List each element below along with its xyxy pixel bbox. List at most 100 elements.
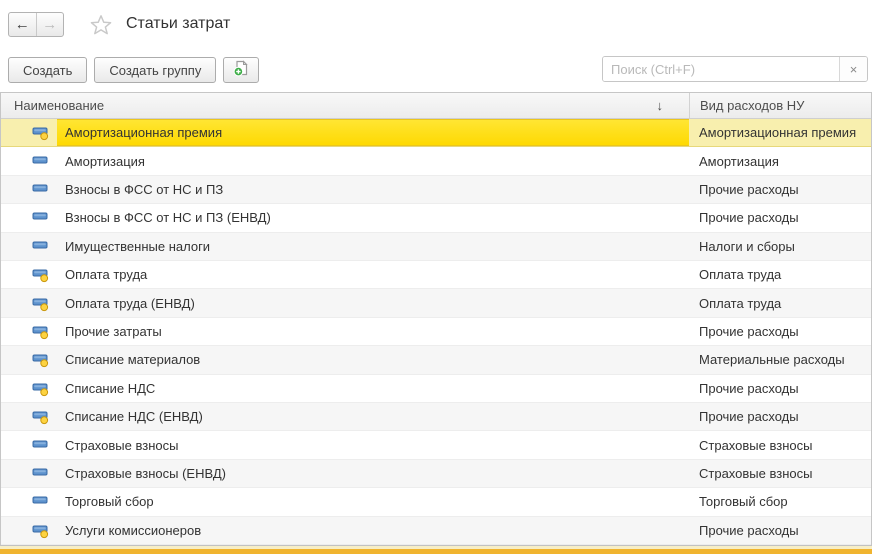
item-expense-type[interactable]: Материальные расходы — [699, 352, 845, 368]
item-icon-cell — [1, 233, 57, 260]
table-row[interactable]: Имущественные налоги Налоги и сборы — [1, 232, 871, 262]
predefined-dot — [40, 132, 49, 141]
item-icon-cell — [1, 346, 57, 373]
item-name[interactable]: Страховые взносы (ЕНВД) — [65, 466, 226, 482]
table-row[interactable]: Списание НДС (ЕНВД) Прочие расходы — [1, 403, 871, 432]
create-by-copy-button[interactable] — [223, 57, 260, 83]
item-name[interactable]: Услуги комиссионеров — [65, 522, 202, 538]
item-name[interactable]: Имущественные налоги — [65, 238, 211, 254]
item-name[interactable]: Взносы в ФСС от НС и ПЗ — [65, 182, 224, 198]
navigation-bar: ← → Статьи затрат — [8, 10, 230, 38]
search-clear-button[interactable]: × — [839, 57, 867, 81]
item-icon-cell — [1, 119, 57, 146]
predefined-dot — [40, 331, 49, 340]
item-expense-type[interactable]: Налоги и сборы — [699, 238, 795, 254]
catalog-item-icon — [32, 241, 48, 249]
table-row[interactable]: Списание материалов Материальные расходы — [1, 346, 871, 375]
table-row[interactable]: Амортизационная премия Амортизационная п… — [1, 119, 871, 148]
item-icon-cell — [1, 403, 57, 430]
item-expense-type[interactable]: Прочие расходы — [699, 210, 799, 226]
forward-button[interactable]: → — [35, 12, 64, 36]
catalog-item-icon — [32, 298, 49, 311]
column-header-name[interactable]: Наименование ↓ — [14, 98, 663, 113]
copy-document-icon — [233, 60, 250, 80]
table-body: Амортизационная премия Амортизационная п… — [1, 119, 871, 546]
item-icon-cell — [1, 517, 57, 544]
item-icon-cell — [1, 318, 57, 345]
item-name[interactable]: Оплата труда — [65, 267, 148, 283]
table-row[interactable]: Оплата труда (ЕНВД) Оплата труда — [1, 289, 871, 318]
catalog-item-icon — [32, 354, 49, 368]
table-row[interactable]: Услуги комиссионеров Прочие расходы — [1, 516, 871, 546]
item-name[interactable]: Списание НДС — [65, 380, 156, 396]
item-expense-type[interactable]: Амортизационная премия — [699, 125, 857, 141]
column-header-expense-type[interactable]: Вид расходов НУ — [700, 98, 805, 113]
item-name[interactable]: Торговый сбор — [65, 494, 154, 510]
page-title: Статьи затрат — [126, 15, 231, 32]
item-expense-type[interactable]: Прочие расходы — [699, 324, 799, 340]
catalog-item-icon — [32, 496, 48, 504]
catalog-item-icon — [32, 156, 48, 164]
table-row[interactable]: Страховые взносы (ЕНВД) Страховые взносы — [1, 459, 871, 489]
item-expense-type[interactable]: Прочие расходы — [699, 409, 799, 425]
item-expense-type[interactable]: Страховые взносы — [699, 437, 813, 453]
catalog-item-icon — [32, 383, 49, 396]
item-name[interactable]: Списание материалов — [65, 352, 201, 368]
table-row[interactable]: Оплата труда Оплата труда — [1, 261, 871, 290]
item-name[interactable]: Прочие затраты — [65, 324, 162, 340]
table-header: Наименование ↓ Вид расходов НУ — [1, 93, 871, 119]
table-row[interactable]: Прочие затраты Прочие расходы — [1, 318, 871, 347]
table-row[interactable]: Взносы в ФСС от НС и ПЗ (ЕНВД) Прочие ра… — [1, 204, 871, 233]
item-expense-type[interactable]: Оплата труда — [699, 295, 782, 311]
item-icon-cell — [1, 460, 57, 487]
item-icon-cell — [1, 431, 57, 458]
back-button[interactable]: ← — [9, 13, 36, 36]
catalog-item-icon — [32, 525, 49, 538]
item-expense-type[interactable]: Оплата труда — [699, 267, 782, 283]
create-button[interactable]: Создать — [8, 57, 88, 83]
search-box: × — [602, 56, 868, 82]
cost-items-table: Наименование ↓ Вид расходов НУ Амортизац… — [0, 92, 872, 546]
table-row[interactable]: Списание НДС Прочие расходы — [1, 375, 871, 404]
close-icon: × — [849, 61, 858, 77]
catalog-item-icon — [32, 440, 48, 448]
predefined-dot — [40, 302, 49, 311]
table-row[interactable]: Страховые взносы Страховые взносы — [1, 431, 871, 460]
catalog-item-icon — [32, 127, 49, 141]
search-input[interactable] — [603, 57, 839, 81]
table-row[interactable]: Торговый сбор Торговый сбор — [1, 488, 871, 517]
create-group-button[interactable]: Создать группу — [94, 57, 217, 83]
predefined-dot — [40, 388, 49, 396]
item-expense-type[interactable]: Прочие расходы — [699, 380, 799, 396]
catalog-item-icon — [32, 411, 49, 425]
item-expense-type[interactable]: Прочие расходы — [699, 182, 799, 198]
column-divider[interactable] — [689, 93, 690, 118]
item-icon-cell — [1, 147, 57, 174]
predefined-dot — [40, 416, 49, 425]
table-row[interactable]: Взносы в ФСС от НС и ПЗ Прочие расходы — [1, 175, 871, 205]
toolbar: Создать Создать группу × — [8, 56, 868, 84]
predefined-dot — [40, 530, 49, 538]
catalog-item-icon — [32, 184, 48, 192]
favorites-star-icon[interactable] — [90, 14, 112, 35]
item-expense-type[interactable]: Прочие расходы — [699, 522, 799, 538]
bottom-panel-edge — [0, 545, 872, 554]
item-expense-type[interactable]: Амортизация — [699, 153, 779, 169]
item-name[interactable]: Страховые взносы — [65, 437, 179, 453]
item-icon-cell — [1, 488, 57, 515]
catalog-item-icon — [32, 468, 48, 476]
item-name[interactable]: Оплата труда (ЕНВД) — [65, 295, 195, 311]
predefined-dot — [40, 274, 49, 283]
item-name[interactable]: Амортизационная премия — [57, 119, 689, 147]
catalog-item-icon — [32, 326, 49, 340]
table-row[interactable]: Амортизация Амортизация — [1, 147, 871, 176]
item-expense-type[interactable]: Торговый сбор — [699, 494, 788, 510]
item-expense-type[interactable]: Страховые взносы — [699, 466, 813, 482]
item-icon-cell — [1, 261, 57, 288]
item-name[interactable]: Списание НДС (ЕНВД) — [65, 409, 203, 425]
forward-arrow-icon: → — [42, 15, 58, 33]
back-arrow-icon: ← — [14, 15, 30, 33]
item-name[interactable]: Амортизация — [65, 153, 145, 169]
item-name[interactable]: Взносы в ФСС от НС и ПЗ (ЕНВД) — [65, 210, 271, 226]
